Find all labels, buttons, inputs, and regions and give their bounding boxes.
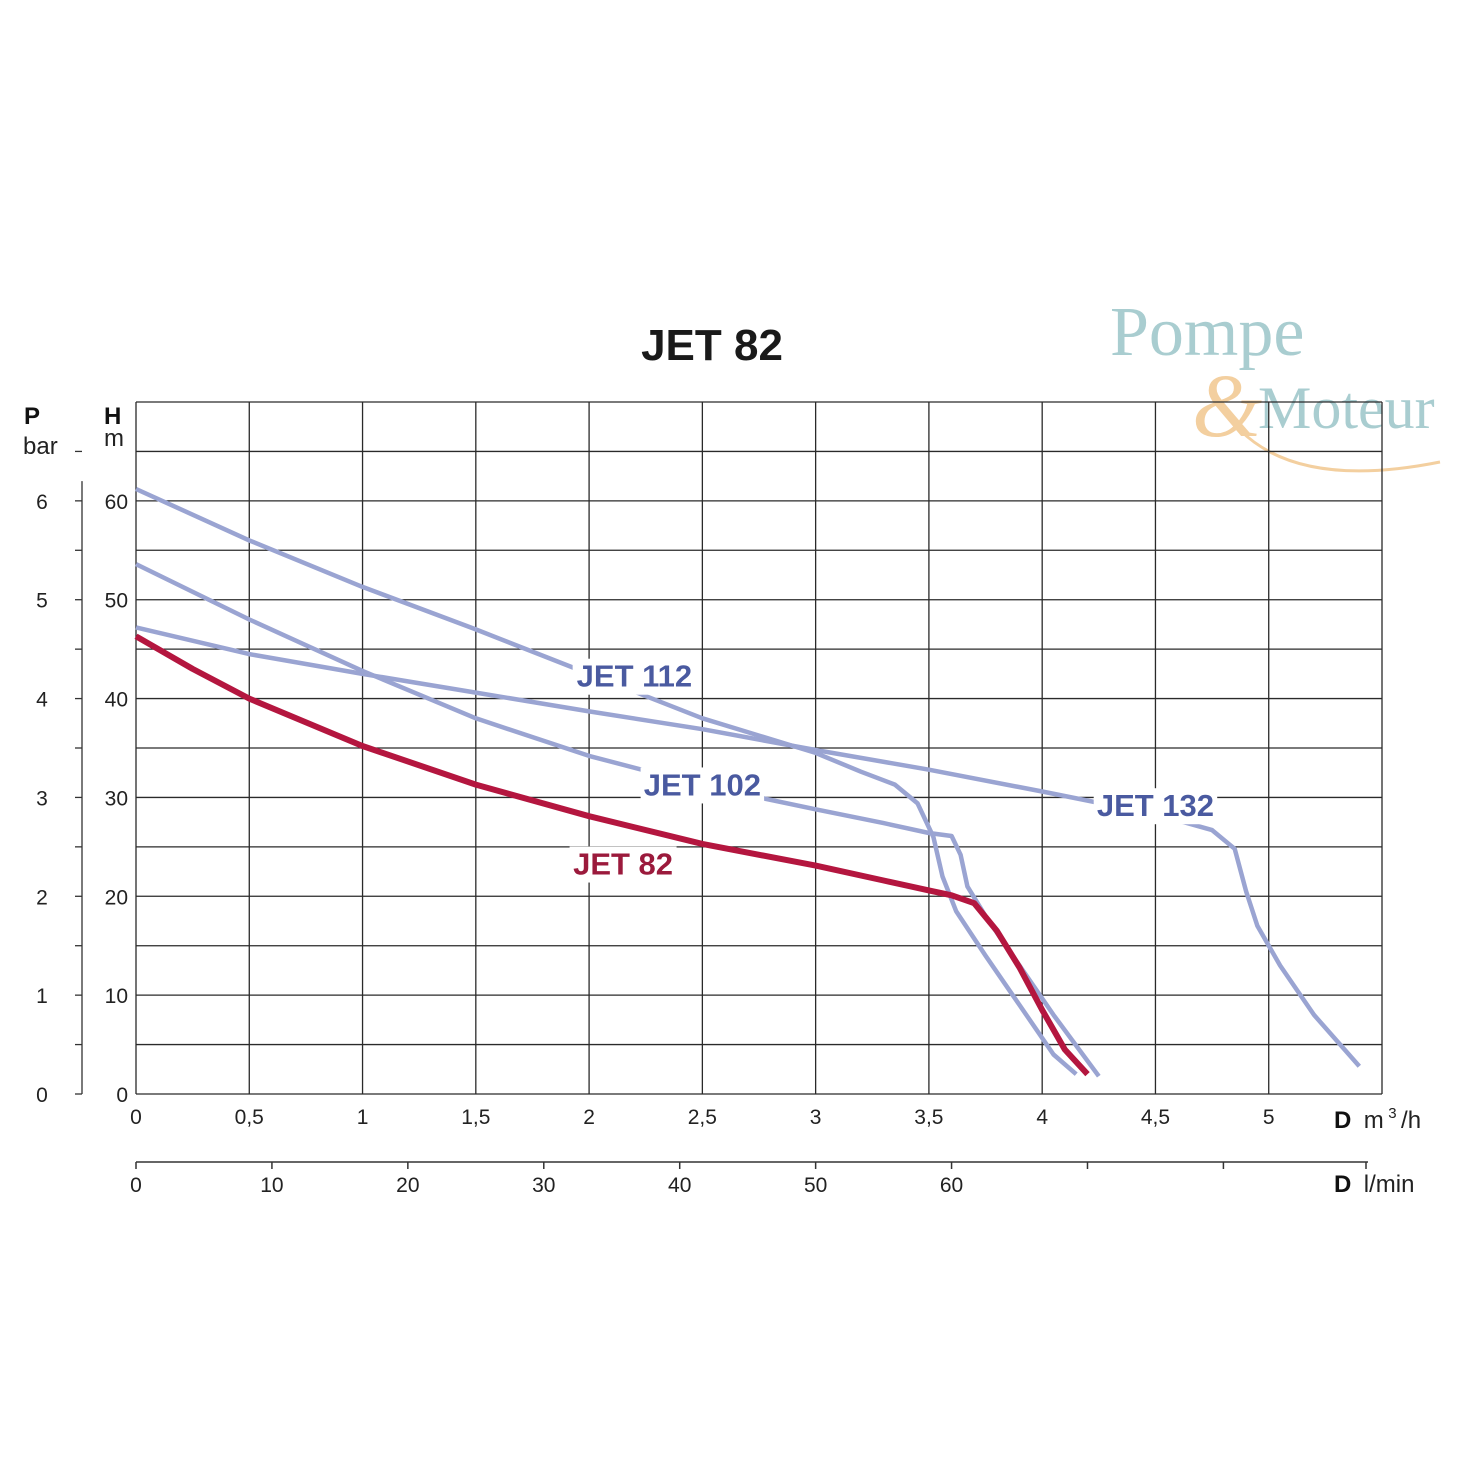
series-label-jet-82: JET 82 [573,847,673,882]
series-label-jet-102: JET 102 [644,767,761,802]
pressure-axis-unit: bar [23,433,58,460]
series-line-jet-82 [134,633,1090,1077]
head-tick-label: 10 [105,985,128,1008]
flow-lmin-tick-label: 10 [260,1174,283,1197]
pressure-tick-label: 1 [36,985,48,1008]
series-line-jet-112 [135,486,1078,1076]
pressure-tick-label: 6 [36,491,48,514]
series-label-background [572,658,697,695]
flow-m3h-tick-label: 2 [583,1106,595,1129]
flow-m3h-tick-label: 5 [1263,1106,1275,1129]
head-tick-label: 50 [105,590,128,613]
flow-m3h-tick-label: 0 [130,1106,142,1129]
flow-m3h-tick-label: 4 [1036,1106,1048,1129]
head-tick-label: 20 [105,886,128,909]
flow-m3h-unit: m [1364,1107,1384,1134]
flow-lmin-tick-label: 50 [804,1174,827,1197]
pressure-tick-label: 0 [36,1084,48,1107]
series-label-jet-132: JET 132 [1097,788,1214,823]
flow-m3h-unit-tail: /h [1401,1107,1421,1134]
watermark-swoosh [1238,428,1441,473]
series-line-jet-132 [135,625,1361,1068]
head-tick-label: 40 [105,689,128,712]
flow-m3h-tick-label: 2,5 [688,1106,717,1129]
head-axis-unit: m [104,425,124,452]
pressure-tick-label: 5 [36,590,48,613]
series-label-background [569,846,677,883]
chart-title: JET 82 [641,321,783,370]
flow-m3h-symbol: D [1334,1107,1351,1134]
pressure-axis-symbol: P [24,403,40,430]
flow-m3h-axis-title: D m 3 /h [1334,1105,1421,1134]
flow-lmin-tick-label: 30 [532,1174,555,1197]
head-tick-label: 60 [105,491,128,514]
flow-lmin-tick-label: 40 [668,1174,691,1197]
grid [135,401,1383,1095]
flow-lmin-tick-label: 60 [940,1174,963,1197]
flow-m3h-tick-label: 4,5 [1141,1106,1170,1129]
flow-m3h-tick-label: 3,5 [914,1106,943,1129]
pressure-tick-label: 4 [36,689,48,712]
series-label-background [640,767,765,804]
flow-lmin-symbol: D [1334,1171,1351,1198]
watermark-text-moteur: Moteur [1258,375,1435,441]
series-lines [134,486,1361,1078]
flow-m3h-tick-label: 1 [357,1106,369,1129]
flow-m3h-tick-label: 3 [810,1106,822,1129]
series-label-jet-112: JET 112 [577,659,692,694]
series-label-background [1093,788,1218,825]
flow-m3h-tick-label: 0,5 [235,1106,264,1129]
flow-m3h-tick-label: 1,5 [461,1106,490,1129]
flow-m3h-unit-superscript: 3 [1388,1105,1396,1122]
head-tick-label: 0 [116,1084,128,1107]
pressure-tick-label: 2 [36,886,48,909]
watermark-logo: & Pompe Moteur [1110,294,1441,473]
series-labels: JET 112 JET 102 JET 132 JET 82 [569,658,1218,883]
flow-lmin-tick-label: 0 [130,1174,142,1197]
flow-lmin-axis-title: D l/min [1334,1171,1414,1198]
watermark-text-pompe: Pompe [1110,294,1304,371]
flow-lmin-tick-label: 20 [396,1174,419,1197]
head-tick-label: 30 [105,787,128,810]
flow-lmin-unit: l/min [1364,1171,1415,1198]
head-axis-symbol: H [104,403,121,430]
pressure-tick-label: 3 [36,787,48,810]
